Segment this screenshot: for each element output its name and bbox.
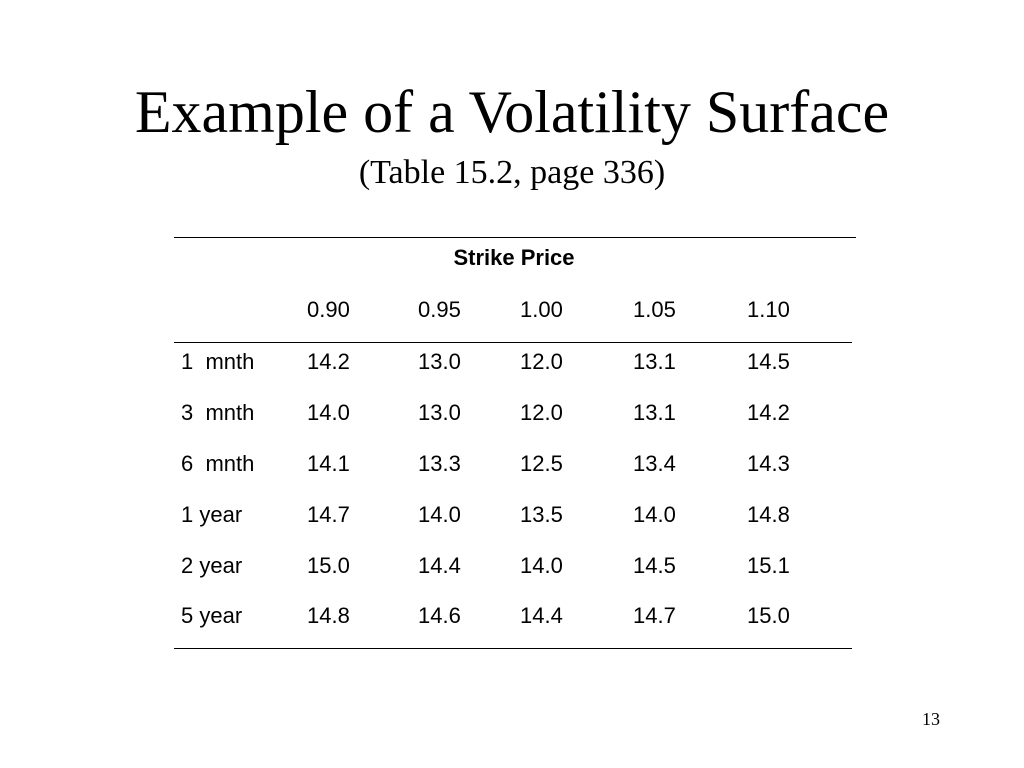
volatility-cell: 13.1 [633,400,676,425]
volatility-cell: 15.1 [747,553,790,578]
maturity-label: 5 year [181,603,243,628]
strike-price-header: Strike Price [453,245,575,270]
volatility-cell: 14.2 [307,349,350,374]
volatility-cell: 14.7 [633,603,676,628]
strike-column-header: 0.95 [418,297,461,322]
volatility-cell: 14.0 [418,502,461,527]
volatility-cell: 12.0 [520,349,563,374]
maturity-label: 3 mnth [181,400,255,425]
strike-column-header: 0.90 [307,297,350,322]
volatility-cell: 14.0 [633,502,676,527]
slide-subtitle: (Table 15.2, page 336) [358,154,666,191]
volatility-cell: 14.7 [307,502,350,527]
maturity-label: 2 year [181,553,243,578]
volatility-cell: 13.5 [520,502,563,527]
volatility-cell: 14.4 [418,553,461,578]
volatility-cell: 14.4 [520,603,563,628]
table-bottom-rule [174,648,852,649]
volatility-cell: 14.2 [747,400,790,425]
volatility-cell: 14.1 [307,451,350,476]
volatility-cell: 14.6 [418,603,461,628]
volatility-cell: 15.0 [747,603,790,628]
volatility-cell: 14.0 [307,400,350,425]
volatility-cell: 12.5 [520,451,563,476]
volatility-cell: 13.0 [418,349,461,374]
volatility-cell: 13.4 [633,451,676,476]
volatility-cell: 14.8 [307,603,350,628]
volatility-cell: 12.0 [520,400,563,425]
volatility-cell: 14.5 [633,553,676,578]
maturity-label: 1 year [181,502,243,527]
maturity-label: 1 mnth [181,349,255,374]
volatility-cell: 13.1 [633,349,676,374]
volatility-cell: 13.3 [418,451,461,476]
volatility-cell: 14.3 [747,451,790,476]
table-header-rule [174,342,852,343]
volatility-cell: 13.0 [418,400,461,425]
volatility-cell: 15.0 [307,553,350,578]
volatility-cell: 14.5 [747,349,790,374]
strike-column-header: 1.00 [520,297,563,322]
maturity-label: 6 mnth [181,451,255,476]
page-number: 13 [922,709,940,729]
volatility-cell: 14.8 [747,502,790,527]
table-top-rule [174,237,856,238]
strike-column-header: 1.10 [747,297,790,322]
slide-title: Example of a Volatility Surface [134,79,890,145]
strike-column-header: 1.05 [633,297,676,322]
volatility-cell: 14.0 [520,553,563,578]
